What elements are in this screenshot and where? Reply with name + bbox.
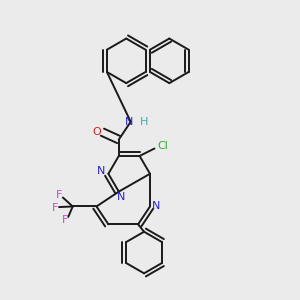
Text: F: F: [52, 203, 59, 213]
Text: O: O: [93, 127, 101, 137]
Text: F: F: [56, 190, 62, 200]
Text: N: N: [125, 117, 134, 127]
Text: Cl: Cl: [157, 140, 168, 151]
Text: N: N: [117, 192, 125, 202]
Text: F: F: [62, 215, 68, 225]
Text: H: H: [140, 117, 148, 127]
Text: N: N: [97, 167, 105, 176]
Text: N: N: [152, 202, 161, 212]
